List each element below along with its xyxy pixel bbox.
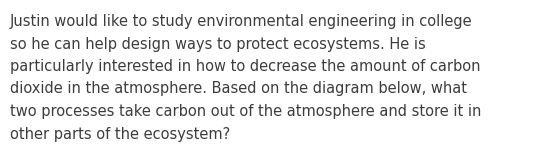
Text: dioxide in the atmosphere. Based on the diagram below, what: dioxide in the atmosphere. Based on the …: [10, 81, 467, 97]
Text: two processes take carbon out of the atmosphere and store it in: two processes take carbon out of the atm…: [10, 104, 482, 119]
Text: Justin would like to study environmental engineering in college: Justin would like to study environmental…: [10, 14, 473, 29]
Text: so he can help design ways to protect ecosystems. He is: so he can help design ways to protect ec…: [10, 37, 426, 51]
Text: other parts of the ecosystem?: other parts of the ecosystem?: [10, 126, 230, 141]
Text: particularly interested in how to decrease the amount of carbon: particularly interested in how to decrea…: [10, 59, 480, 74]
